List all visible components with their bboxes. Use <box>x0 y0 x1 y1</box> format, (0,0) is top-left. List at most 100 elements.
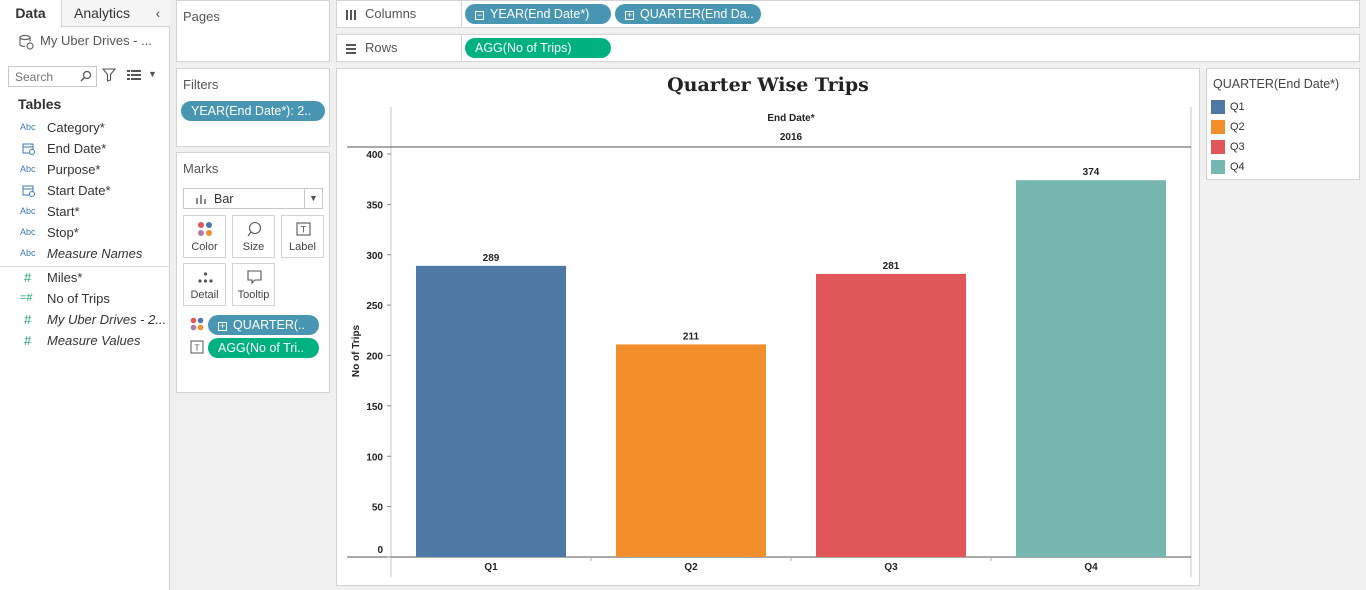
datasource-icon <box>19 34 34 50</box>
columns-shelf[interactable]: Columns − YEAR(End Date*) + QUARTER(End Da… <box>336 0 1360 28</box>
field-item[interactable]: Abc Start* <box>0 201 170 222</box>
bar-value-label: 374 <box>1083 167 1100 178</box>
columns-shelf-label: Columns <box>337 1 462 27</box>
field-name: Miles* <box>47 270 83 285</box>
legend-item-q4[interactable]: Q4 <box>1211 160 1245 176</box>
detail-icon <box>198 272 213 283</box>
y-tick-label: 200 <box>366 352 383 363</box>
string-type-icon: Abc <box>20 206 36 216</box>
legend-title: QUARTER(End Date*) <box>1213 77 1340 91</box>
bar-q2[interactable] <box>616 344 766 557</box>
rows-pill-trips[interactable]: AGG(No of Trips) <box>465 38 611 58</box>
marks-label-pill[interactable]: AGG(No of Tri.. <box>208 338 319 358</box>
legend-label: Q2 <box>1230 121 1245 133</box>
datasource-name: My Uber Drives - ... <box>40 33 152 48</box>
search-field[interactable] <box>8 66 97 87</box>
field-item[interactable]: =# No of Trips <box>0 288 170 309</box>
date-type-icon <box>20 138 42 159</box>
color-button[interactable]: Color <box>183 215 226 258</box>
bar-q3[interactable] <box>816 273 966 557</box>
columns-pill-year-label: YEAR(End Date*) <box>490 7 590 21</box>
field-name: Purpose* <box>47 162 101 177</box>
color-icon <box>198 222 212 236</box>
bar-q1[interactable] <box>416 265 566 557</box>
columns-pill-quarter[interactable]: + QUARTER(End Da.. <box>615 4 761 24</box>
y-tick-label: 50 <box>372 503 384 514</box>
legend-label: Q3 <box>1230 141 1245 153</box>
rows-shelf-label: Rows <box>337 35 462 61</box>
x-tick-label: Q4 <box>1084 562 1098 573</box>
field-item[interactable]: # Miles* <box>0 267 170 288</box>
field-item[interactable]: Abc Measure Names <box>0 243 170 264</box>
marks-color-pill[interactable]: + QUARTER(.. <box>208 315 319 335</box>
legend-item-q3[interactable]: Q3 <box>1211 140 1245 156</box>
column-header-value: 2016 <box>780 132 803 143</box>
field-item[interactable]: Abc Stop* <box>0 222 170 243</box>
field-item[interactable]: End Date* <box>0 138 170 159</box>
legend-label: Q1 <box>1230 101 1245 113</box>
y-tick-label: 350 <box>366 200 383 211</box>
label-button[interactable]: T Label <box>281 215 324 258</box>
svg-text:T: T <box>194 343 199 353</box>
tooltip-icon <box>247 270 262 285</box>
field-item[interactable]: Abc Category* <box>0 117 170 138</box>
field-item[interactable]: Abc Purpose* <box>0 159 170 180</box>
field-name: Category* <box>47 120 105 135</box>
legend-swatch <box>1211 100 1225 115</box>
bar-value-label: 281 <box>883 261 900 272</box>
size-button[interactable]: Size <box>232 215 275 258</box>
string-type-icon: Abc <box>20 122 36 132</box>
field-item[interactable]: Start Date* <box>0 180 170 201</box>
measure-list: # Miles* =# No of Trips # My Uber Drives - 2.… <box>0 266 170 351</box>
filters-card[interactable]: Filters YEAR(End Date*): 2.. <box>176 68 330 147</box>
rows-shelf[interactable]: Rows AGG(No of Trips) <box>336 34 1360 62</box>
size-icon <box>247 221 262 237</box>
collapse-minus-icon[interactable]: − <box>475 10 484 20</box>
mark-type-dropdown[interactable]: Bar ▼ <box>183 188 323 209</box>
legend-item-q1[interactable]: Q1 <box>1211 100 1245 116</box>
x-axis-ticks: Q1 Q2 Q3 Q4 <box>484 557 1098 573</box>
search-input[interactable] <box>9 67 79 86</box>
color-legend[interactable]: QUARTER(End Date*) Q1 Q2 Q3 Q4 <box>1206 68 1360 180</box>
svg-text:T: T <box>301 225 307 235</box>
tables-heading: Tables <box>18 96 62 112</box>
text-label-icon: T <box>190 340 204 354</box>
expand-plus-icon[interactable]: + <box>218 321 227 331</box>
y-tick-label: 100 <box>366 452 383 463</box>
tooltip-button[interactable]: Tooltip <box>232 263 275 306</box>
tab-data[interactable]: Data <box>0 0 62 28</box>
legend-item-q2[interactable]: Q2 <box>1211 120 1245 136</box>
collapse-pane-icon[interactable]: ‹ <box>155 5 161 21</box>
list-view-icon[interactable] <box>127 69 141 81</box>
bar-chart: End Date* 2016 No of Trips 0 50 100 150 200 2… <box>347 107 1192 577</box>
mark-type-label: Bar <box>214 192 234 206</box>
filter-icon[interactable] <box>102 68 116 82</box>
bar-q4[interactable] <box>1016 180 1166 557</box>
pages-card[interactable]: Pages <box>176 0 330 62</box>
tooltip-label: Tooltip <box>237 289 270 301</box>
filter-pill-year[interactable]: YEAR(End Date*): 2.. <box>181 101 325 121</box>
datasource-item[interactable]: My Uber Drives - ... <box>18 31 152 51</box>
marks-card: Marks Bar ▼ Color Size T Label Detai <box>176 152 330 393</box>
columns-pill-year[interactable]: − YEAR(End Date*) <box>465 4 611 24</box>
y-tick-label: 150 <box>366 402 383 413</box>
field-name: Start Date* <box>47 183 111 198</box>
text-label-icon: T <box>296 222 311 236</box>
expand-plus-icon[interactable]: + <box>625 10 634 20</box>
chart-title: Quarter Wise Trips <box>667 74 869 96</box>
search-icon[interactable] <box>80 70 92 82</box>
y-axis-ticks: 0 50 100 150 200 250 300 350 400 <box>366 150 391 558</box>
number-type-icon: =# <box>20 292 33 304</box>
legend-swatch <box>1211 120 1225 135</box>
tab-analytics[interactable]: Analytics <box>73 5 131 21</box>
field-item[interactable]: # Measure Values <box>0 330 170 351</box>
detail-button[interactable]: Detail <box>183 263 226 306</box>
y-axis-label: No of Trips <box>351 324 362 377</box>
field-item[interactable]: # My Uber Drives - 2... <box>0 309 170 330</box>
field-name: Start* <box>47 204 80 219</box>
chevron-down-icon[interactable]: ▼ <box>148 69 157 79</box>
x-tick-label: Q1 <box>484 562 498 573</box>
legend-swatch <box>1211 140 1225 155</box>
pages-title: Pages <box>183 9 220 24</box>
chevron-down-icon[interactable]: ▼ <box>304 189 322 208</box>
